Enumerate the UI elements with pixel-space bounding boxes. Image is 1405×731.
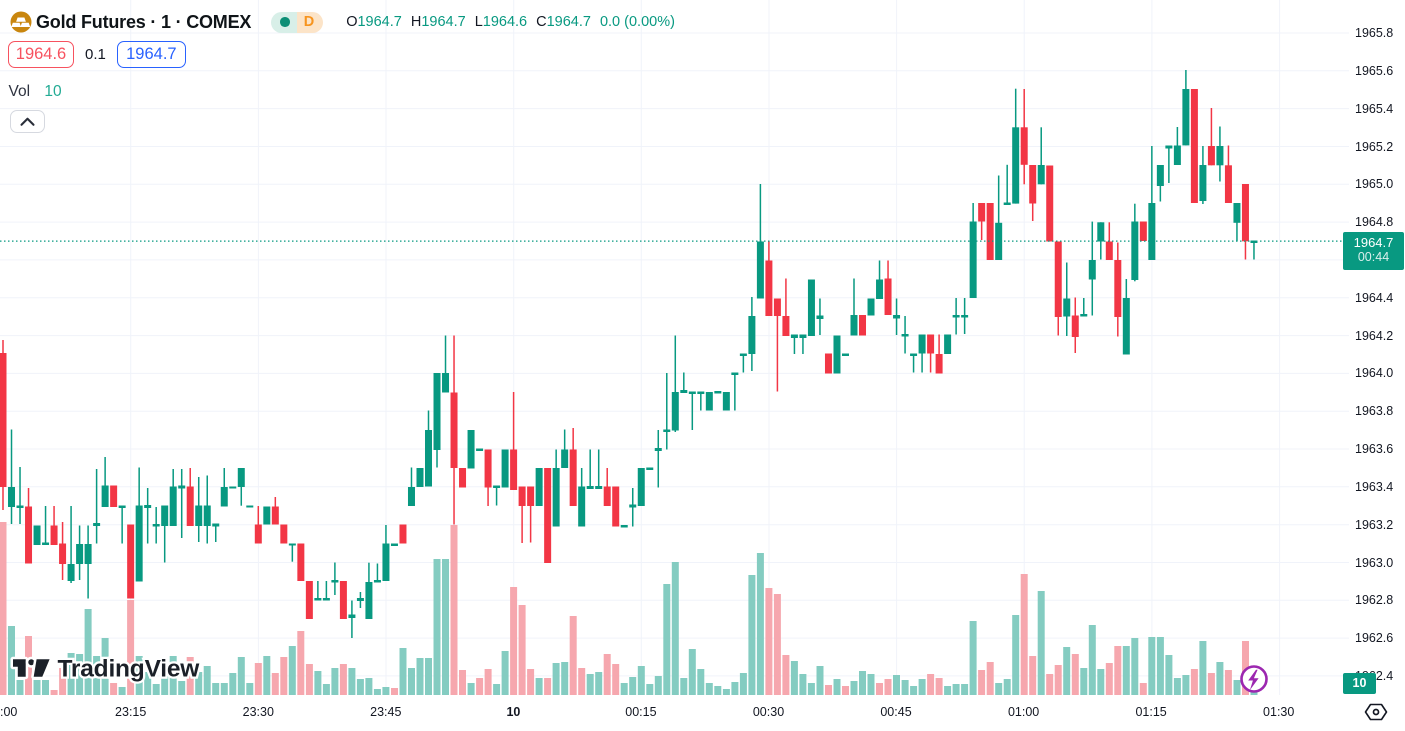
svg-text:TradingView: TradingView — [58, 656, 201, 683]
